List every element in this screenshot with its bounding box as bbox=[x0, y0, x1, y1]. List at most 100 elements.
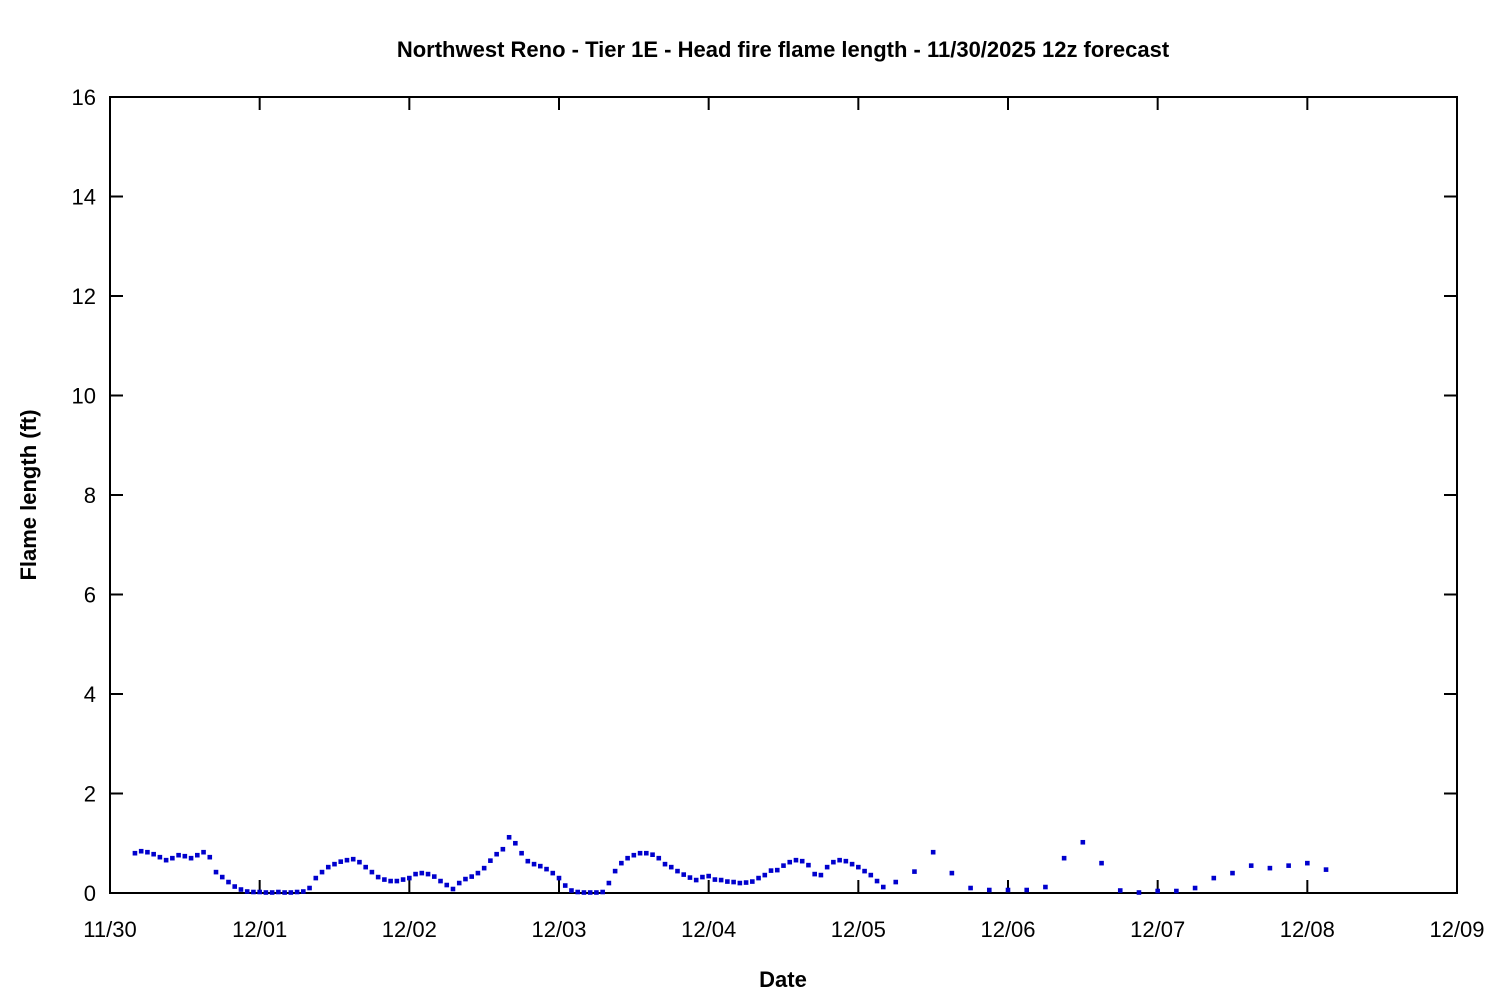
data-point bbox=[612, 868, 618, 874]
data-point bbox=[1024, 887, 1030, 893]
data-point bbox=[662, 861, 668, 867]
data-point bbox=[475, 870, 481, 876]
data-point bbox=[319, 869, 325, 875]
data-point bbox=[375, 874, 381, 880]
data-point bbox=[581, 890, 587, 895]
x-tick-label: 12/02 bbox=[382, 917, 437, 942]
data-point bbox=[332, 861, 337, 867]
data-point bbox=[824, 864, 830, 870]
data-point bbox=[238, 887, 244, 892]
data-point bbox=[706, 873, 711, 879]
data-point bbox=[481, 865, 487, 871]
x-tick-label: 12/08 bbox=[1280, 917, 1335, 942]
data-point bbox=[394, 878, 400, 884]
data-point bbox=[818, 872, 824, 878]
data-point bbox=[369, 869, 375, 875]
data-point bbox=[762, 872, 768, 878]
data-point bbox=[806, 862, 811, 868]
data-point bbox=[513, 840, 518, 846]
y-tick-label: 4 bbox=[84, 682, 96, 707]
data-point bbox=[257, 889, 262, 895]
data-point bbox=[469, 874, 474, 879]
data-point bbox=[856, 864, 861, 870]
data-point bbox=[344, 857, 350, 863]
data-point bbox=[619, 860, 624, 866]
data-point bbox=[812, 871, 817, 877]
data-point bbox=[151, 851, 156, 857]
data-point bbox=[363, 864, 368, 870]
data-point bbox=[868, 872, 874, 878]
data-point bbox=[506, 834, 512, 840]
data-point bbox=[288, 890, 294, 895]
data-point bbox=[575, 889, 581, 895]
data-point bbox=[176, 852, 181, 858]
data-point bbox=[419, 870, 425, 876]
x-tick-label: 12/01 bbox=[232, 917, 287, 942]
data-point bbox=[693, 877, 699, 883]
data-point bbox=[986, 887, 992, 893]
data-point bbox=[350, 856, 356, 862]
chart-title: Northwest Reno - Tier 1E - Head fire fla… bbox=[397, 37, 1170, 62]
data-point bbox=[232, 884, 238, 889]
y-tick-label: 0 bbox=[84, 881, 96, 906]
data-point bbox=[531, 861, 537, 867]
data-point bbox=[1286, 863, 1291, 868]
data-point bbox=[843, 858, 849, 864]
data-point bbox=[244, 889, 250, 894]
data-point bbox=[1136, 890, 1142, 895]
data-point bbox=[157, 854, 163, 860]
data-point bbox=[1305, 860, 1310, 866]
data-point bbox=[750, 879, 755, 884]
data-point bbox=[600, 889, 605, 895]
data-point bbox=[849, 861, 855, 867]
data-point bbox=[1174, 888, 1179, 894]
data-point bbox=[594, 890, 599, 895]
data-point bbox=[550, 870, 556, 876]
data-point bbox=[787, 859, 793, 865]
data-point bbox=[743, 880, 749, 885]
data-point bbox=[450, 886, 456, 892]
data-point bbox=[1005, 887, 1011, 893]
data-point bbox=[1248, 863, 1254, 868]
x-tick-label: 12/07 bbox=[1130, 917, 1185, 942]
data-point bbox=[631, 852, 637, 858]
data-point bbox=[444, 882, 450, 888]
data-point bbox=[712, 877, 718, 882]
data-point bbox=[831, 859, 836, 865]
data-point bbox=[556, 875, 562, 881]
data-point bbox=[269, 890, 275, 895]
data-point bbox=[731, 879, 736, 885]
y-tick-label: 10 bbox=[72, 384, 96, 409]
data-point bbox=[544, 866, 549, 872]
data-point bbox=[537, 863, 543, 869]
data-point bbox=[949, 870, 955, 876]
data-point bbox=[213, 869, 219, 875]
data-point bbox=[145, 849, 150, 855]
data-point bbox=[456, 880, 462, 886]
data-point bbox=[737, 880, 743, 886]
data-point bbox=[1267, 865, 1273, 871]
data-point bbox=[774, 867, 780, 873]
y-tick-label: 8 bbox=[84, 483, 96, 508]
data-point bbox=[725, 879, 730, 884]
y-tick-label: 16 bbox=[72, 85, 96, 110]
data-point bbox=[338, 859, 344, 864]
data-point bbox=[357, 859, 362, 865]
data-point bbox=[251, 889, 256, 895]
data-point bbox=[463, 876, 468, 882]
data-point bbox=[1080, 839, 1086, 845]
data-point bbox=[282, 890, 287, 895]
data-point bbox=[756, 875, 761, 881]
data-point bbox=[799, 858, 805, 864]
data-point bbox=[170, 855, 175, 861]
data-point bbox=[687, 875, 693, 880]
data-point bbox=[930, 849, 936, 855]
data-point bbox=[313, 875, 319, 881]
data-point bbox=[968, 885, 973, 891]
data-point bbox=[681, 872, 687, 877]
data-point bbox=[382, 877, 387, 882]
data-point bbox=[1043, 884, 1048, 890]
data-point bbox=[413, 871, 418, 877]
y-axis-label: Flame length (ft) bbox=[16, 409, 41, 580]
